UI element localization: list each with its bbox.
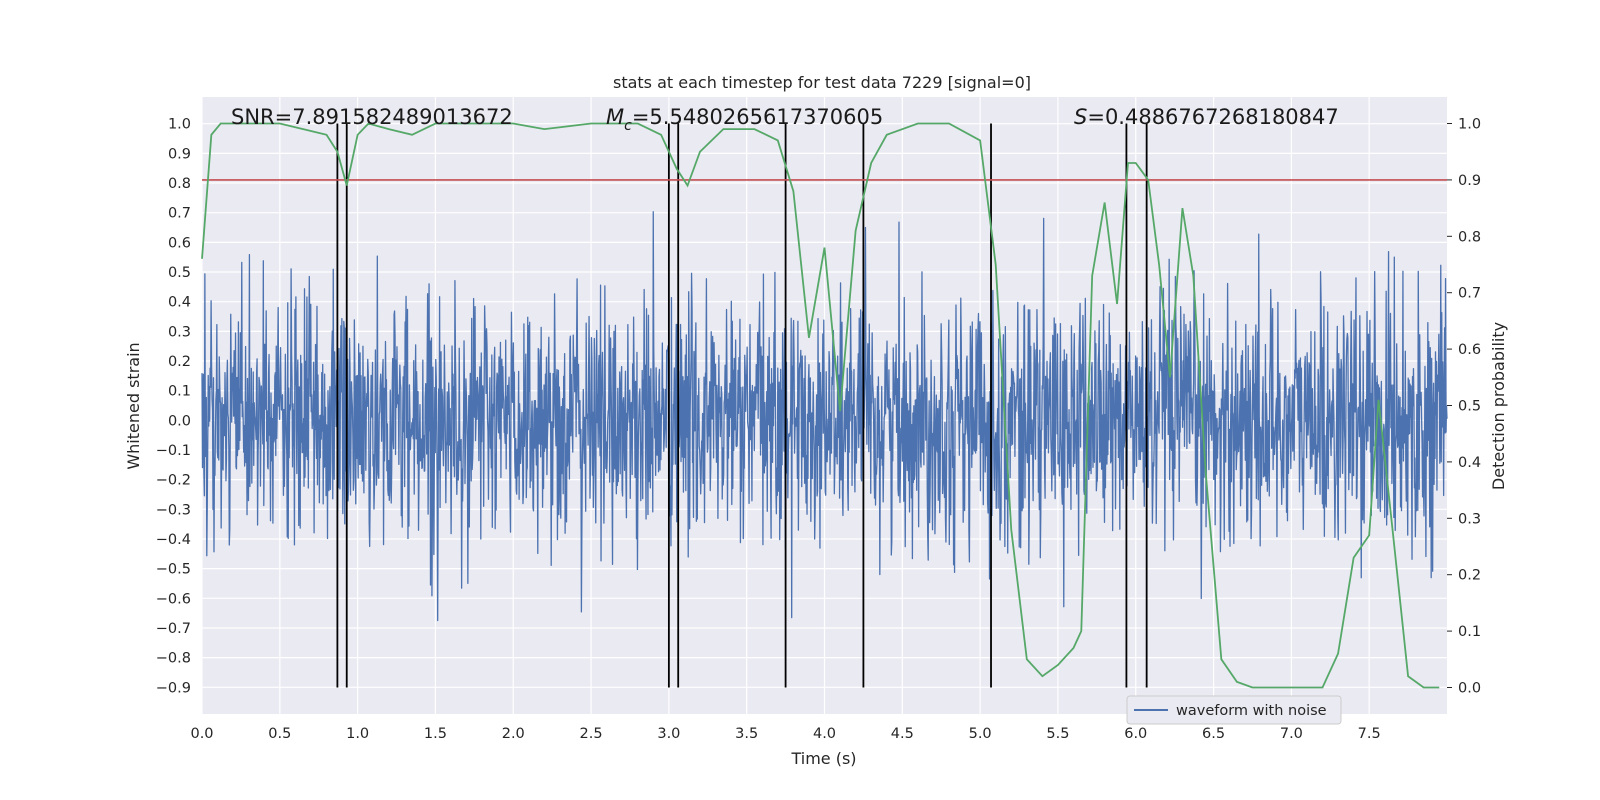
y-tick-label: 0.4 [168,295,191,311]
legend: waveform with noise [1126,695,1342,725]
y-tick-label: −0.4 [156,532,191,548]
snr-annotation: SNR=7.891582489013672 [231,105,513,129]
x-tick-label: 0.5 [268,726,291,742]
y-tick-label: 0.1 [168,384,191,400]
x-tick-label: 7.5 [1358,726,1381,742]
x-axis-label: Time (s) [790,749,856,768]
y2-tick-label: 0.0 [1458,680,1481,696]
y-axis-label: Whitened strain [124,342,143,469]
y2-tick-label: 0.8 [1458,229,1481,245]
chart-title: stats at each timestep for test data 722… [613,73,1031,92]
detection-probability-line [201,122,1440,689]
y-tick-label: 0.9 [168,146,191,162]
y-tick-label: 0.5 [168,265,191,281]
y-tick-label: 0.6 [168,235,191,251]
y2-axis-ticks: 1.0 0.9 0.8 0.7 0.6 0.5 0.4 0.3 0.2 0.1 0.0 [1447,117,1481,696]
chirp-mass-subscript: c [624,118,632,134]
waveform-series [201,211,1448,622]
y2-tick-label: 0.2 [1458,568,1481,584]
y-tick-label: −0.9 [156,680,191,696]
y-tick-label: −0.6 [156,591,191,607]
chirp-mass-value: =5.5480265617370605 [632,105,883,129]
x-tick-label: 7.0 [1280,726,1303,742]
y2-tick-label: 0.1 [1458,624,1481,640]
x-tick-label: 1.0 [346,726,369,742]
y-tick-label: −0.1 [156,443,191,459]
x-tick-label: 3.5 [735,726,758,742]
x-tick-label: 1.5 [424,726,447,742]
y-tick-label: −0.2 [156,473,191,489]
y-tick-label: −0.8 [156,651,191,667]
y-axis-ticks: 1.0 0.9 0.8 0.7 0.6 0.5 0.4 0.3 0.2 0.1 0.0 −0.1 −0.… [156,117,191,697]
y-tick-label: 0.8 [168,176,191,192]
y-tick-label: 0.0 [168,413,191,429]
x-tick-label: 0.0 [190,726,213,742]
y2-tick-label: 0.6 [1458,342,1481,358]
legend-box [1126,695,1342,725]
y-tick-label: 1.0 [168,117,191,133]
spin-value: =0.4886767268180847 [1087,105,1338,129]
y2-axis-label: Detection probability [1489,322,1508,490]
x-axis-ticks: 0.0 0.5 1.0 1.5 2.0 2.5 3.0 3.5 4.0 4.5 5.0 5.5 6.0 6… [190,726,1380,742]
y-tick-label: 0.7 [168,206,191,222]
y2-tick-label: 0.4 [1458,455,1481,471]
legend-label: waveform with noise [1176,703,1327,719]
x-tick-label: 6.0 [1124,726,1147,742]
vertical-markers [336,123,1148,688]
y-tick-label: 0.3 [168,324,191,340]
y-tick-label: −0.7 [156,621,191,637]
x-tick-label: 3.0 [657,726,680,742]
spin-annotation: S=0.4886767268180847 [1074,105,1339,129]
y2-tick-label: 0.9 [1458,173,1481,189]
x-tick-label: 2.0 [502,726,525,742]
y2-tick-label: 0.5 [1458,399,1481,415]
y-tick-label: −0.5 [156,562,191,578]
y-tick-label: −0.3 [156,502,191,518]
x-tick-label: 4.5 [891,726,914,742]
y2-tick-label: 1.0 [1458,117,1481,133]
x-tick-label: 5.0 [969,726,992,742]
x-tick-label: 2.5 [580,726,603,742]
x-tick-label: 5.5 [1046,726,1069,742]
chirp-mass-annotation: Mc=5.5480265617370605 [606,105,883,134]
spin-symbol: S [1074,105,1087,129]
y2-tick-label: 0.3 [1458,511,1481,527]
waveform-path [201,211,1448,622]
chirp-mass-symbol: M [606,105,624,129]
x-tick-label: 6.5 [1202,726,1225,742]
y2-tick-label: 0.7 [1458,286,1481,302]
y-tick-label: 0.2 [168,354,191,370]
x-tick-label: 4.0 [813,726,836,742]
